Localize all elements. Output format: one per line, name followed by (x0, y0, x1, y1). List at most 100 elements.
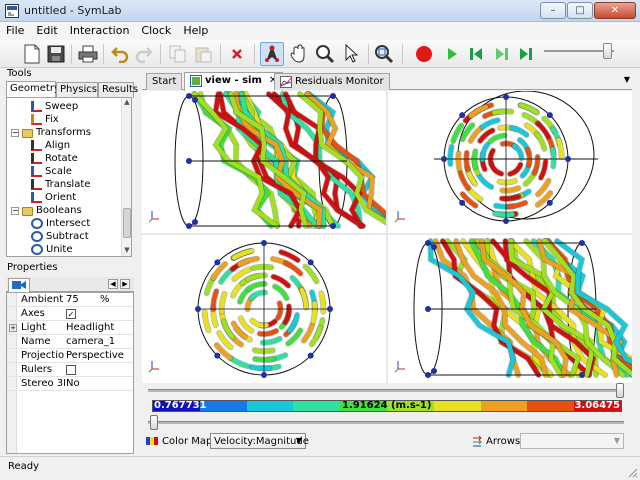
close-button[interactable]: ✕ (594, 2, 636, 19)
tree-item-subtract[interactable]: Subtract (31, 230, 89, 243)
viewport-front[interactable] (142, 91, 386, 233)
main-tab-bar: Start view - sim ✕ Residuals Monitor ▼ (142, 72, 632, 91)
tree-item-rotate[interactable]: Rotate (31, 152, 78, 165)
scroll-up-icon[interactable]: ▲ (124, 98, 130, 106)
colorbar-range-slider[interactable] (148, 383, 624, 398)
arrows-select[interactable]: ▼ (520, 433, 624, 449)
zoom-fit-button[interactable] (372, 42, 396, 66)
select-vertex-button[interactable] (260, 42, 284, 66)
properties-table: Ambient 75% Axes ✓ + Light Headlight Name camera… (6, 292, 134, 454)
colorbar-min-slider[interactable] (148, 415, 624, 430)
property-value[interactable]: camera_1 (66, 336, 116, 347)
properties-tabbar: ◀ ▶ (6, 277, 134, 292)
property-value[interactable]: 75 (66, 294, 79, 305)
menu-file[interactable]: File (6, 24, 25, 37)
subtract-icon (31, 231, 43, 242)
property-value[interactable]: Headlight (66, 322, 115, 333)
property-row-stereo-3d[interactable]: Stereo 3DNo (7, 378, 133, 391)
minimize-button[interactable]: – (540, 2, 566, 19)
checkbox-unchecked[interactable] (66, 365, 76, 375)
play-button[interactable] (440, 42, 464, 66)
scroll-down-icon[interactable]: ▼ (124, 246, 130, 254)
menu-help[interactable]: Help (183, 24, 209, 37)
range-min-thumb[interactable] (150, 415, 158, 430)
property-row-rulers[interactable]: Rulers (7, 364, 133, 377)
resize-grip-icon[interactable] (626, 466, 638, 478)
maximize-button[interactable]: □ (567, 2, 593, 19)
property-row-axes[interactable]: Axes ✓ (7, 308, 133, 321)
print-button[interactable] (76, 42, 100, 66)
colorbar-mid-label: 1.91624 (m.s-1) (342, 400, 432, 411)
tree-item-sweep[interactable]: Sweep (31, 100, 78, 113)
tree-scrollbar[interactable]: ▲ ▼ (121, 98, 131, 256)
new-file-button[interactable] (20, 42, 44, 66)
property-row-ambient[interactable]: Ambient 75% (7, 294, 133, 307)
tree-item-orient[interactable]: Orient (31, 191, 76, 204)
pan-button[interactable] (287, 42, 311, 66)
time-slider-track[interactable] (544, 50, 614, 52)
tree-item-transforms[interactable]: − Transforms (11, 126, 91, 139)
tab-results[interactable]: Results (98, 82, 138, 98)
property-name: Rulers (21, 364, 53, 375)
save-button[interactable] (44, 42, 68, 66)
tab-physics[interactable]: Physics (56, 82, 98, 98)
props-next-icon[interactable]: ▶ (120, 279, 130, 289)
camera-properties-tab[interactable] (8, 278, 30, 292)
close-icon: ✕ (610, 5, 620, 16)
zoom-button[interactable] (313, 42, 337, 66)
viewport-area (142, 91, 632, 383)
redo-button[interactable] (132, 42, 156, 66)
colormap-icon (146, 437, 158, 445)
viewport-perspective-top[interactable] (388, 91, 632, 233)
property-row-name[interactable]: Name camera_1 (7, 336, 133, 349)
viewport-end[interactable] (142, 235, 386, 383)
undo-button[interactable] (108, 42, 132, 66)
tree-item-label: Transforms (36, 127, 91, 138)
tree-item-intersect[interactable]: Intersect (31, 217, 90, 230)
skip-end-button[interactable] (490, 42, 514, 66)
colorbar-segment (246, 401, 294, 411)
viewport-side[interactable] (388, 235, 632, 383)
new-file-icon (24, 44, 40, 64)
tree-item-unite[interactable]: Unite (31, 243, 73, 256)
expand-toggle-icon[interactable]: − (11, 127, 19, 137)
tree-item-fix[interactable]: Fix (31, 113, 59, 126)
tab-geometry[interactable]: Geometry (6, 81, 60, 98)
expand-toggle-icon[interactable]: − (11, 205, 19, 215)
tab-start[interactable]: Start (146, 73, 183, 90)
props-prev-icon[interactable]: ◀ (108, 279, 118, 289)
range-max-thumb[interactable] (616, 383, 624, 398)
colormap-select[interactable]: Velocity:Magnitude ▼ (210, 433, 309, 449)
tree-item-scale[interactable]: Scale (31, 165, 72, 178)
record-button[interactable] (412, 42, 436, 66)
property-unit: % (100, 294, 110, 305)
step-forward-button[interactable] (514, 42, 538, 66)
menu-interaction[interactable]: Interaction (69, 24, 130, 37)
tab-close-icon[interactable]: ✕ (269, 75, 277, 86)
pointer-button[interactable] (340, 42, 364, 66)
checkbox-checked[interactable]: ✓ (66, 309, 76, 319)
chevron-down-icon: ▼ (295, 436, 302, 445)
scroll-thumb[interactable] (123, 208, 131, 238)
tab-residuals-monitor[interactable]: Residuals Monitor (274, 73, 390, 90)
property-value[interactable]: Perspective (66, 350, 124, 361)
skip-start-button[interactable] (464, 42, 488, 66)
property-name: Projection (21, 350, 65, 361)
tab-view-sim[interactable]: view - sim ✕ (184, 72, 284, 91)
property-row-projection[interactable]: ProjectionPerspective (7, 350, 133, 363)
paste-button[interactable] (191, 42, 215, 66)
minimize-icon: – (550, 5, 556, 16)
tab-list-dropdown-icon[interactable]: ▼ (623, 75, 630, 84)
delete-button[interactable] (225, 42, 249, 66)
tree-item-booleans[interactable]: − Booleans (11, 204, 82, 217)
colorbar-segment (386, 401, 434, 411)
copy-button[interactable] (166, 42, 190, 66)
time-slider-thumb[interactable] (603, 43, 612, 59)
property-value[interactable]: No (66, 378, 80, 389)
property-row-light[interactable]: + Light Headlight (7, 322, 133, 335)
menu-edit[interactable]: Edit (36, 24, 58, 37)
tree-item-translate[interactable]: Translate (31, 178, 90, 191)
expand-toggle-icon[interactable]: + (9, 324, 17, 332)
menu-clock[interactable]: Clock (141, 24, 172, 37)
tree-item-align[interactable]: Align (31, 139, 70, 152)
